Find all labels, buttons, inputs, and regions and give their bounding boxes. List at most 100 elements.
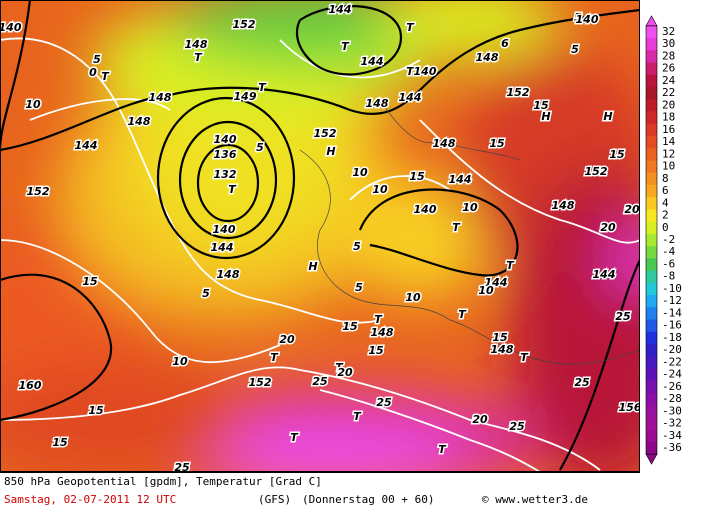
map-label: 140 <box>576 13 599 26</box>
map-label: T <box>458 308 467 321</box>
colorbar-label: 12 <box>662 147 675 160</box>
colorbar-label: 28 <box>662 49 675 62</box>
colorbar-swatch <box>646 87 657 100</box>
colorbar-frame <box>645 25 658 455</box>
colorbar-swatch <box>646 62 657 76</box>
map-label: 15 <box>52 436 68 449</box>
colorbar-label: -28 <box>662 392 682 405</box>
footer-date: Samstag, 02-07-2011 12 UTC <box>4 493 176 506</box>
colorbar-swatch <box>646 368 657 382</box>
colorbar-swatch <box>646 282 657 296</box>
colorbar-swatch <box>646 331 657 345</box>
colorbar-label: 18 <box>662 111 675 124</box>
colorbar-swatch <box>646 441 657 455</box>
map-label: 140 <box>0 21 22 34</box>
map-label: 15 <box>82 275 98 288</box>
map-label: 144 <box>485 276 508 289</box>
colorbar-label: 10 <box>662 160 675 173</box>
footer-credit: © www.wetter3.de <box>482 493 588 506</box>
colorbar-swatch <box>646 270 657 284</box>
map-label: T <box>290 431 299 444</box>
colorbar-cap-bottom <box>645 453 658 465</box>
map-label: 25 <box>174 461 190 474</box>
colorbar-label: 0 <box>662 221 669 234</box>
colorbar-label: 32 <box>662 25 675 38</box>
colorbar-swatch <box>646 295 657 308</box>
colorbar-swatch <box>646 246 657 259</box>
map-label: T <box>335 361 344 374</box>
colorbar-label: 14 <box>662 135 676 148</box>
colorbar-swatch <box>646 417 657 431</box>
map-label: 148 <box>491 343 514 356</box>
map-label: 25 <box>376 396 392 409</box>
isohypses <box>0 0 640 471</box>
map-label: 148 <box>366 97 389 110</box>
map-label: T <box>270 351 279 364</box>
colorbar-label: 26 <box>662 62 675 75</box>
colorbar-swatch <box>646 233 657 247</box>
map-label: 20 <box>337 366 353 379</box>
map-label: T <box>353 410 362 423</box>
colorbar-swatch <box>646 184 657 198</box>
map-label: T <box>341 40 350 53</box>
map-label: 140 <box>213 223 236 236</box>
colorbar-swatch <box>646 25 657 39</box>
colorbar-label: 4 <box>662 196 669 209</box>
map-label: 148 <box>128 115 151 128</box>
map-label: T <box>194 51 203 64</box>
map-label: 15 <box>533 99 549 112</box>
colorbar-label: -22 <box>662 355 682 368</box>
colorbar-label: 30 <box>662 37 675 50</box>
colorbar-label: 6 <box>662 184 669 197</box>
map-label: 20 <box>624 203 640 216</box>
colorbar-swatch <box>646 99 657 113</box>
isotherms <box>0 37 640 472</box>
map-label: 10 <box>172 355 188 368</box>
colorbar-label: -34 <box>662 429 682 442</box>
colorbar-swatch <box>646 172 657 186</box>
map-label: 5 <box>256 141 264 154</box>
colorbar-swatch <box>646 74 657 88</box>
colorbar-swatch <box>646 319 657 333</box>
map-label: T <box>406 21 415 34</box>
map-label: 148 <box>149 91 172 104</box>
map-label: 0 <box>89 66 97 79</box>
colorbar-label: -12 <box>662 294 682 307</box>
colorbar-cap-top <box>645 15 658 27</box>
colorbar-label: -24 <box>662 368 682 381</box>
map-label: 132 <box>214 168 237 181</box>
map-label: 5 <box>571 43 579 56</box>
map-label: 25 <box>574 376 590 389</box>
map-label: 5 <box>574 11 582 24</box>
colorbar-label: 22 <box>662 86 675 99</box>
map-label: 20 <box>279 333 295 346</box>
colorbar-label: -2 <box>662 233 675 246</box>
colorbar-label: -14 <box>662 306 682 319</box>
map-label: 156 <box>619 401 642 414</box>
map-label: 5 <box>93 53 101 66</box>
map-label: 25 <box>509 420 525 433</box>
map-label: 148 <box>552 199 575 212</box>
map-label: T <box>452 221 461 234</box>
map-label: T <box>374 313 383 326</box>
map-label: 144 <box>329 3 352 16</box>
map-label: 148 <box>476 51 499 64</box>
map-label: 152 <box>585 165 608 178</box>
map-label: 10 <box>372 183 388 196</box>
map-label: 15 <box>492 331 508 344</box>
colorbar-swatch <box>646 344 657 357</box>
map-label: 25 <box>615 310 631 323</box>
map-label: 140 <box>414 65 437 78</box>
footer-title: 850 hPa Geopotential [gpdm], Temperatur … <box>4 475 322 488</box>
map-label: 15 <box>609 148 625 161</box>
map-label: 10 <box>478 284 494 297</box>
map-label: 5 <box>355 281 363 294</box>
colorbar: 32302826242220181614121086420-2-4-6-8-10… <box>645 15 682 465</box>
map-label: 20 <box>472 413 488 426</box>
map-label: 144 <box>449 173 472 186</box>
colorbar-label: 20 <box>662 98 675 111</box>
map-label: 152 <box>27 185 50 198</box>
map-label: 148 <box>433 137 456 150</box>
map-label: T <box>438 443 447 456</box>
map-label: 148 <box>217 268 240 281</box>
